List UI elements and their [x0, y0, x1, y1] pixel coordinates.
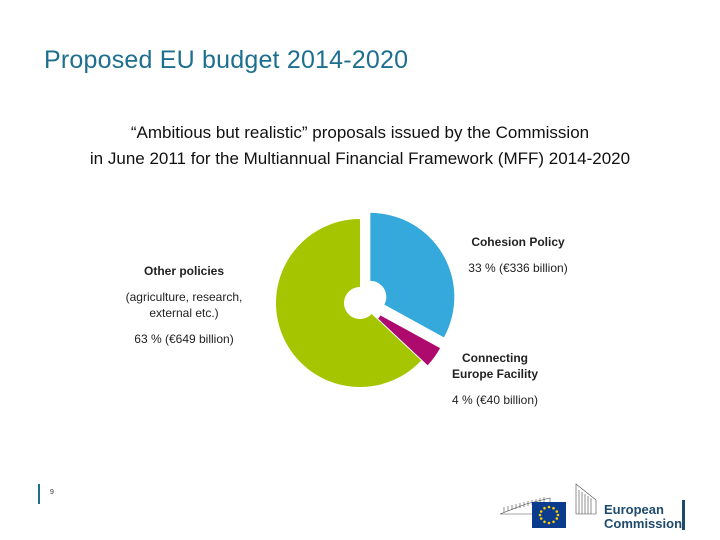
label-cef-head-2: Europe Facility: [451, 367, 539, 381]
label-cohesion-head: Cohesion Policy: [471, 235, 565, 249]
pie-slice-connecting-europe-facility: [378, 315, 441, 366]
label-cohesion-value: 33 % (€336 billion): [468, 261, 568, 275]
label-other-desc-2: external etc.): [149, 306, 219, 320]
logo-text-european: European: [604, 502, 664, 517]
page-number: 9: [50, 489, 54, 496]
label-other-head: Other policies: [143, 264, 225, 278]
european-commission-logo: European Commission: [499, 483, 685, 531]
label-other-policies: Other policies (agriculture, research, e…: [100, 263, 268, 347]
label-other-value: 63 % (€649 billion): [134, 332, 234, 346]
subtitle-line-1: “Ambitious but realistic” proposals issu…: [130, 123, 590, 142]
label-connecting-europe-facility: Connecting Europe Facility 4 % (€40 bill…: [420, 350, 570, 408]
label-cohesion-policy: Cohesion Policy 33 % (€336 billion): [440, 234, 596, 276]
pie-chart: [276, 212, 455, 387]
slide-title: Proposed EU budget 2014-2020: [44, 46, 409, 74]
footer-accent-bar: [38, 484, 40, 504]
eu-flag-stars: [538, 505, 560, 525]
slide-subtitle: “Ambitious but realistic” proposals issu…: [0, 120, 720, 172]
logo-text-commission: Commission: [604, 516, 682, 531]
pie-slice-other-policies: [276, 219, 422, 387]
logo-accent-bar: [682, 500, 685, 530]
label-cef-head-1: Connecting: [462, 351, 528, 365]
pie-slice-cohesion-policy: [370, 212, 455, 338]
subtitle-line-2: in June 2011 for the Multiannual Financi…: [89, 149, 631, 168]
label-other-desc-1: (agriculture, research,: [125, 290, 243, 304]
label-cef-value: 4 % (€40 billion): [451, 393, 539, 407]
